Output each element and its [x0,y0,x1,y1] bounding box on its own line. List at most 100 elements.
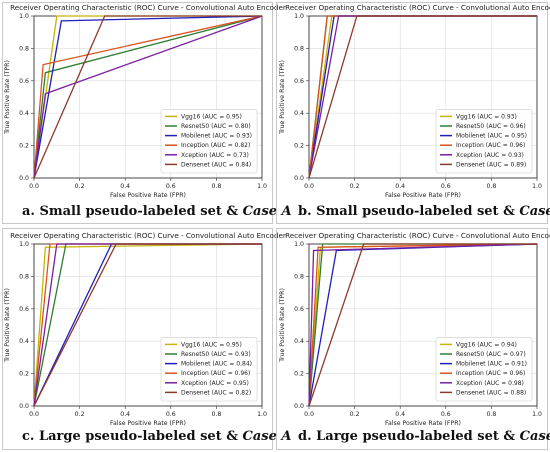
roc-chart-d: Receiver Operating Characteristic (ROC) … [275,228,550,428]
x-tick-label-b: 0.2 [350,183,360,190]
caption-c-case: Case A [242,429,292,444]
x-tick-label-b: 0.0 [304,183,314,190]
y-tick-label-a: 0.2 [19,143,29,150]
panel-frame-a [2,2,273,224]
legend-entry-c-5: Xception (AUC = 0.95) [181,380,249,387]
legend-entry-a-6: Densenet (AUC = 0.84) [181,161,251,168]
x-tick-label-b: 0.4 [395,183,405,190]
series-line-a-3 [33,15,263,179]
x-tick-label-b: 1.0 [532,183,542,190]
y-tick-label-d: 1.0 [294,241,304,248]
roc-chart-a: Receiver Operating Characteristic (ROC) … [0,0,286,200]
caption-c: c. Large pseudo-labeled set & Case A [22,429,291,444]
legend-entry-a-2: Resnet50 (AUC = 0.80) [181,123,251,130]
legend-entry-d-2: Resnet50 (AUC = 0.97) [456,351,526,358]
caption-a: a. Small pseudo-labeled set & Case A [22,204,292,219]
legend-entry-a-5: Xception (AUC = 0.73) [181,152,249,159]
caption-d-text: d. Large pseudo-labeled set & [298,429,520,444]
y-tick-label-c: 0.0 [19,403,29,410]
roc-chart-svg-d: Receiver Operating Characteristic (ROC) … [279,231,550,427]
y-tick-label-b: 0.8 [294,45,304,52]
y-tick-label-d: 0.0 [294,403,304,410]
legend-entry-d-5: Xception (AUC = 0.98) [456,380,524,387]
legend-box-a [160,109,258,174]
roc-chart-svg-b: Receiver Operating Characteristic (ROC) … [279,3,550,199]
y-tick-label-b: 0.0 [294,175,304,182]
x-tick-label-c: 0.0 [29,411,39,418]
x-tick-label-c: 0.8 [211,411,221,418]
legend-entry-b-1: Vgg16 (AUC = 0.93) [456,113,517,120]
legend-entry-b-5: Xception (AUC = 0.93) [456,152,524,159]
series-line-c-6 [33,243,262,407]
x-tick-label-c: 0.6 [166,411,176,418]
x-axis-label-d: False Positive Rate (FPR) [385,420,461,427]
legend-entry-d-4: Inception (AUC = 0.96) [456,370,525,377]
chart-title-a: Receiver Operating Characteristic (ROC) … [10,3,286,12]
legend-box-c [160,337,258,402]
series-line-b-6 [308,15,537,179]
y-tick-label-a: 0.8 [19,45,29,52]
legend-entry-b-4: Inception (AUC = 0.96) [456,142,525,149]
series-line-a-4 [33,15,263,179]
series-line-c-1 [33,243,263,407]
y-axis-label-c: True Positive Rate (TPR) [4,288,11,363]
y-tick-label-a: 1.0 [19,13,29,20]
series-line-d-4 [308,243,538,407]
x-axis-label-b: False Positive Rate (FPR) [385,192,461,199]
x-tick-label-b: 0.6 [441,183,451,190]
x-tick-label-c: 0.4 [120,411,130,418]
chart-title-c: Receiver Operating Characteristic (ROC) … [10,231,286,240]
y-tick-label-d: 0.4 [294,338,304,345]
y-tick-label-c: 0.2 [19,371,29,378]
x-tick-label-a: 0.8 [211,183,221,190]
chart-title-d: Receiver Operating Characteristic (ROC) … [285,231,550,240]
x-tick-label-d: 0.0 [304,411,314,418]
x-tick-label-d: 0.2 [350,411,360,418]
y-tick-label-c: 0.8 [19,273,29,280]
y-tick-label-d: 0.8 [294,273,304,280]
roc-chart-svg-c: Receiver Operating Characteristic (ROC) … [4,231,286,427]
y-tick-label-b: 0.4 [294,110,304,117]
caption-b: b. Small pseudo-labeled set & Case B [298,204,550,219]
legend-entry-a-1: Vgg16 (AUC = 0.95) [181,113,242,120]
x-axis-label-a: False Positive Rate (FPR) [110,192,186,199]
legend-entry-c-1: Vgg16 (AUC = 0.95) [181,341,242,348]
y-tick-label-b: 0.6 [294,78,304,85]
x-tick-label-a: 0.4 [120,183,130,190]
x-tick-label-d: 0.6 [441,411,451,418]
y-axis-label-b: True Positive Rate (TPR) [279,60,286,135]
roc-chart-svg-a: Receiver Operating Characteristic (ROC) … [4,3,286,199]
y-tick-label-b: 1.0 [294,13,304,20]
chart-title-b: Receiver Operating Characteristic (ROC) … [285,3,550,12]
legend-entry-d-1: Vgg16 (AUC = 0.94) [456,341,517,348]
series-line-a-5 [33,15,263,179]
series-line-a-6 [33,15,262,179]
legend-entry-b-2: Resnet50 (AUC = 0.96) [456,123,526,130]
y-axis-label-a: True Positive Rate (TPR) [4,60,11,135]
caption-a-case: Case A [242,204,292,219]
y-tick-label-a: 0.6 [19,78,29,85]
legend-entry-b-3: Mobilenet (AUC = 0.95) [456,133,527,140]
y-tick-label-d: 0.2 [294,371,304,378]
x-tick-label-d: 1.0 [532,411,542,418]
legend-entry-c-6: Densenet (AUC = 0.82) [181,389,251,396]
x-tick-label-c: 0.2 [75,411,85,418]
series-line-d-6 [308,243,537,407]
y-tick-label-b: 0.2 [294,143,304,150]
y-tick-label-c: 0.4 [19,338,29,345]
legend-entry-c-2: Resnet50 (AUC = 0.93) [181,351,251,358]
caption-c-text: c. Large pseudo-labeled set & [22,429,243,444]
y-tick-label-d: 0.6 [294,306,304,313]
y-tick-label-c: 0.6 [19,306,29,313]
y-tick-label-c: 1.0 [19,241,29,248]
x-tick-label-c: 1.0 [257,411,267,418]
series-line-d-5 [308,243,538,407]
legend-entry-d-3: Mobilenet (AUC = 0.91) [456,361,527,368]
caption-a-text: a. Small pseudo-labeled set & [22,204,243,219]
legend-box-d [435,337,533,402]
panel-frame-b [276,2,548,224]
legend-entry-b-6: Densenet (AUC = 0.89) [456,161,526,168]
y-tick-label-a: 0.4 [19,110,29,117]
roc-chart-b: Receiver Operating Characteristic (ROC) … [275,0,550,200]
legend-entry-a-3: Mobilenet (AUC = 0.93) [181,133,252,140]
